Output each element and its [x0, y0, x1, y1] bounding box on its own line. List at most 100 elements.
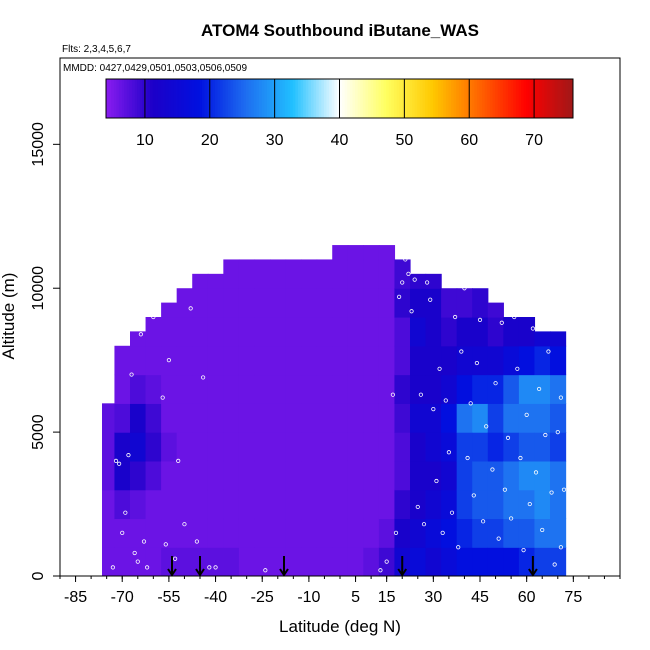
- heatmap-cell: [270, 547, 287, 576]
- colorbar-swatch: [230, 79, 234, 118]
- heatmap-cell: [145, 518, 162, 548]
- heatmap-cell: [102, 489, 119, 520]
- heatmap-cell: [102, 403, 119, 433]
- heatmap-cell: [130, 489, 147, 520]
- heatmap-cell: [503, 489, 520, 520]
- heatmap-cell: [145, 374, 162, 404]
- x-tick-label: -55: [157, 589, 180, 606]
- heatmap-cell: [534, 403, 551, 433]
- heatmap-cell: [130, 331, 147, 347]
- heatmap-cell: [161, 489, 178, 520]
- heatmap-cell: [176, 489, 193, 520]
- heatmap-cell: [487, 317, 504, 347]
- colorbar-swatch: [570, 79, 574, 118]
- heatmap-cell: [301, 432, 318, 462]
- heatmap-cell: [456, 374, 473, 404]
- sample-point: [462, 286, 467, 291]
- sample-point: [431, 406, 436, 412]
- heatmap-cell: [192, 273, 209, 289]
- heatmap-cell: [254, 403, 271, 433]
- heatmap-cell: [254, 432, 271, 462]
- heatmap-cell: [363, 460, 380, 491]
- heatmap-cell: [130, 547, 147, 576]
- heatmap-cell: [518, 403, 536, 433]
- colorbar-tick-label: 20: [201, 132, 219, 149]
- sample-point: [521, 547, 526, 553]
- heatmap-cell: [102, 460, 119, 491]
- heatmap-cell: [378, 489, 396, 520]
- colorbar-swatch: [323, 79, 327, 118]
- colorbar-swatch: [541, 79, 545, 118]
- heatmap-cell: [316, 317, 333, 347]
- sample-point: [400, 280, 405, 285]
- sample-point: [509, 516, 514, 521]
- profile-arrow-head: [167, 568, 177, 577]
- colorbar-swatch: [227, 79, 231, 118]
- colorbar-swatch: [142, 79, 146, 118]
- heatmap-cell: [316, 259, 333, 289]
- sample-point: [126, 453, 131, 458]
- heatmap-cell: [472, 374, 489, 404]
- heatmap-cell: [270, 345, 287, 376]
- heatmap-cell: [378, 374, 396, 404]
- heatmap-cell: [456, 403, 473, 433]
- heatmap-cell: [518, 547, 536, 576]
- colorbar-swatch: [139, 79, 143, 118]
- heatmap-cell: [114, 403, 131, 433]
- colorbar-swatch: [300, 79, 304, 118]
- colorbar-swatch: [539, 79, 543, 118]
- heatmap-cell: [347, 547, 364, 576]
- heatmap-cell: [503, 403, 520, 433]
- heatmap-cell: [441, 288, 458, 318]
- heatmap-cell: [254, 317, 271, 347]
- heatmap-cell: [301, 288, 318, 318]
- heatmap-cell: [425, 489, 442, 520]
- heatmap-cell: [487, 374, 504, 404]
- heatmap-cell: [425, 317, 442, 347]
- heatmap-cell: [394, 460, 411, 491]
- x-axis-label: Latitude (deg N): [279, 617, 401, 636]
- sample-point: [468, 401, 473, 406]
- heatmap-cell: [503, 518, 520, 548]
- colorbar-swatch: [199, 79, 203, 118]
- sample-point: [496, 536, 501, 541]
- heatmap-cell: [425, 374, 442, 404]
- colorbar-swatch: [339, 79, 343, 118]
- sample-point: [499, 320, 504, 325]
- sample-point: [465, 455, 470, 461]
- heatmap-cell: [285, 317, 302, 347]
- heatmap-cell: [176, 374, 193, 404]
- heatmap-cell: [301, 259, 318, 289]
- heatmap-cell: [534, 547, 551, 576]
- heatmap-cell: [347, 288, 364, 318]
- heatmap-cell: [316, 403, 333, 433]
- colorbar-swatch: [399, 79, 403, 118]
- heatmap-cell: [301, 547, 318, 576]
- heatmap-cell: [192, 518, 209, 548]
- heatmap-cell: [441, 374, 458, 404]
- colorbar-swatch: [261, 79, 265, 118]
- heatmap-cell: [285, 288, 302, 318]
- heatmap-cell: [207, 518, 224, 548]
- colorbar-swatch: [305, 79, 309, 118]
- sample-point: [141, 539, 147, 544]
- colorbar-swatch: [534, 79, 538, 118]
- heatmap-cell: [550, 403, 567, 433]
- chart-title: ATOM4 Southbound iButane_WAS: [201, 21, 479, 40]
- profile-arrow-head: [397, 568, 408, 577]
- colorbar-swatch: [495, 79, 499, 118]
- colorbar-swatch: [147, 79, 151, 118]
- heatmap-cell: [363, 259, 380, 289]
- sample-point: [129, 372, 134, 377]
- colorbar-swatch: [259, 79, 263, 118]
- heatmap-cell: [270, 374, 287, 404]
- colorbar-swatch: [404, 79, 408, 118]
- sample-point: [546, 349, 551, 354]
- heatmap-cell: [161, 302, 178, 318]
- heatmap-cell: [114, 460, 131, 491]
- colorbar-swatch: [106, 79, 109, 118]
- heatmap-cell: [316, 374, 333, 404]
- colorbar-swatch: [469, 79, 473, 118]
- heatmap-cell: [550, 432, 567, 462]
- colorbar-swatch: [513, 79, 517, 118]
